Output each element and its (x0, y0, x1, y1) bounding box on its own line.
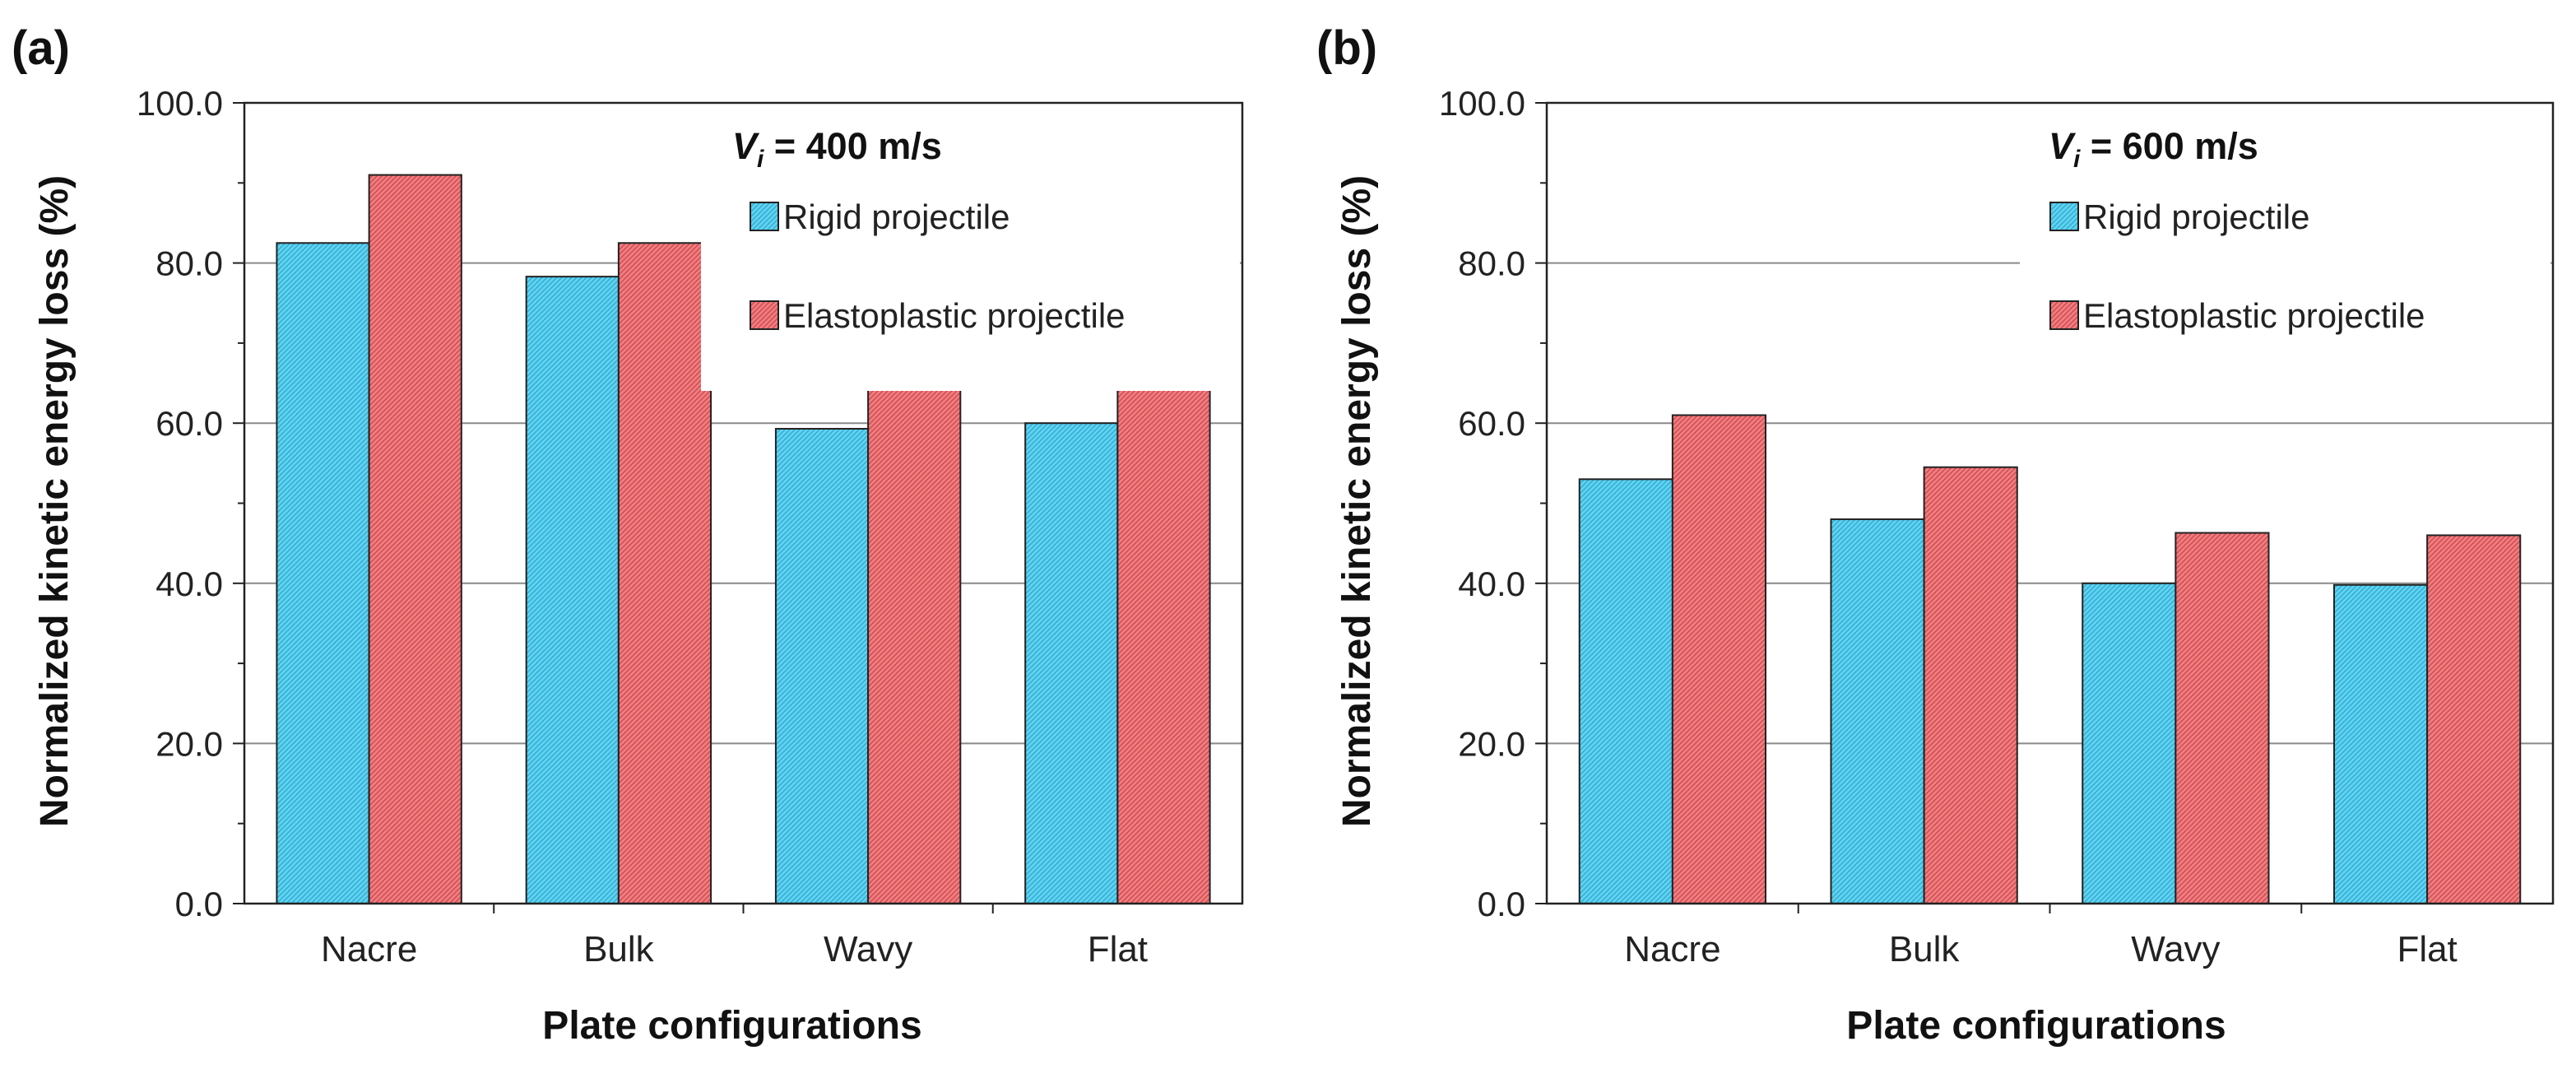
bar-elastoplastic-flat (1116, 378, 1211, 904)
legend-swatch-rigid (750, 202, 779, 231)
y-tick-label: 20.0 (1458, 724, 1525, 763)
y-tick-label: 60.0 (155, 404, 223, 443)
y-tick-label: 40.0 (155, 565, 223, 603)
bar-elastoplastic-nacre (368, 174, 462, 904)
x-tick-label: Bulk (583, 929, 655, 969)
x-tick-label: Bulk (1889, 929, 1961, 969)
legend-label-elastoplastic: Elastoplastic projectile (2083, 296, 2425, 335)
x-tick-label: Flat (1088, 929, 1148, 969)
plot-frame (1545, 101, 2555, 905)
panel-label: (a) (12, 21, 70, 75)
y-tick-label: 100.0 (1439, 84, 1525, 123)
bar-elastoplastic-nacre (1671, 414, 1767, 905)
legend-title: Vi = 600 m/s (2049, 125, 2258, 173)
y-tick-label: 100.0 (137, 84, 223, 123)
x-tick-label: Wavy (2131, 929, 2220, 969)
legend-label-elastoplastic: Elastoplastic projectile (783, 296, 1126, 335)
x-tick-labels: Nacre Bulk Wavy Flat (1624, 929, 2458, 969)
y-tick-labels: 0.0 20.0 40.0 60.0 80.0 100.0 (1439, 84, 1525, 923)
y-axis-title: Normalized kinetic energy loss (%) (33, 175, 77, 827)
legend-background (701, 111, 1240, 391)
bar-rigid-nacre (276, 242, 370, 904)
legend-label-rigid: Rigid projectile (783, 198, 1010, 236)
legend-label-rigid: Rigid projectile (2083, 198, 2309, 236)
legend-swatch-elastoplastic (750, 300, 779, 330)
bar-elastoplastic-flat (2426, 534, 2522, 904)
x-tick-label: Nacre (1624, 929, 1720, 969)
chart-panel-a: (a) 0.0 20.0 40.0 60.0 80.0 100.0 Nacre Bulk Wa… (12, 21, 1244, 1048)
y-tick-label: 0.0 (175, 885, 223, 923)
bar-rigid-wavy (2082, 582, 2177, 904)
legend-swatch-rigid (2049, 202, 2079, 231)
bars (276, 174, 1211, 904)
bar-rigid-flat (2332, 583, 2429, 904)
y-tick-label: 40.0 (1458, 565, 1525, 603)
axes (233, 101, 1244, 913)
bar-rigid-nacre (1578, 478, 1673, 904)
bar-rigid-wavy (774, 428, 870, 904)
bar-elastoplastic-bulk (1923, 466, 2018, 904)
bar-rigid-bulk (1830, 518, 1925, 905)
bar-elastoplastic-wavy (2175, 532, 2270, 904)
x-axis-title: Plate configurations (1846, 1004, 2226, 1048)
y-tick-label: 80.0 (1458, 244, 1525, 283)
bars (1578, 414, 2522, 905)
legend: Vi = 600 m/s Rigid projectile Elastoplas… (2020, 111, 2550, 395)
x-tick-label: Nacre (321, 929, 417, 969)
bar-rigid-bulk (525, 276, 620, 904)
y-tick-labels: 0.0 20.0 40.0 60.0 80.0 100.0 (137, 84, 223, 923)
panel-label: (b) (1316, 21, 1377, 75)
legend-title: Vi = 400 m/s (732, 125, 942, 173)
plot-frame (243, 101, 1244, 905)
y-tick-label: 80.0 (155, 244, 223, 283)
axes (1535, 101, 2555, 913)
bar-elastoplastic-wavy (867, 375, 962, 904)
legend-swatch-elastoplastic (2049, 300, 2079, 330)
x-tick-label: Wavy (824, 929, 912, 969)
y-tick-label: 0.0 (1478, 885, 1525, 923)
x-tick-label: Flat (2397, 929, 2457, 969)
y-tick-label: 60.0 (1458, 404, 1525, 443)
y-axis-title: Normalized kinetic energy loss (%) (1335, 175, 1379, 827)
chart-panel-b: (b) 0.0 20.0 40.0 60.0 80.0 100.0 Nacre Bulk Wa… (1316, 21, 2555, 1048)
legend: Vi = 400 m/s Rigid projectile Elastoplas… (701, 111, 1240, 391)
legend-background (2020, 111, 2550, 395)
bar-rigid-flat (1024, 422, 1119, 904)
x-axis-title: Plate configurations (542, 1004, 921, 1048)
bar-elastoplastic-bulk (617, 242, 712, 904)
y-tick-label: 20.0 (155, 724, 223, 763)
x-tick-labels: Nacre Bulk Wavy Flat (321, 929, 1148, 969)
